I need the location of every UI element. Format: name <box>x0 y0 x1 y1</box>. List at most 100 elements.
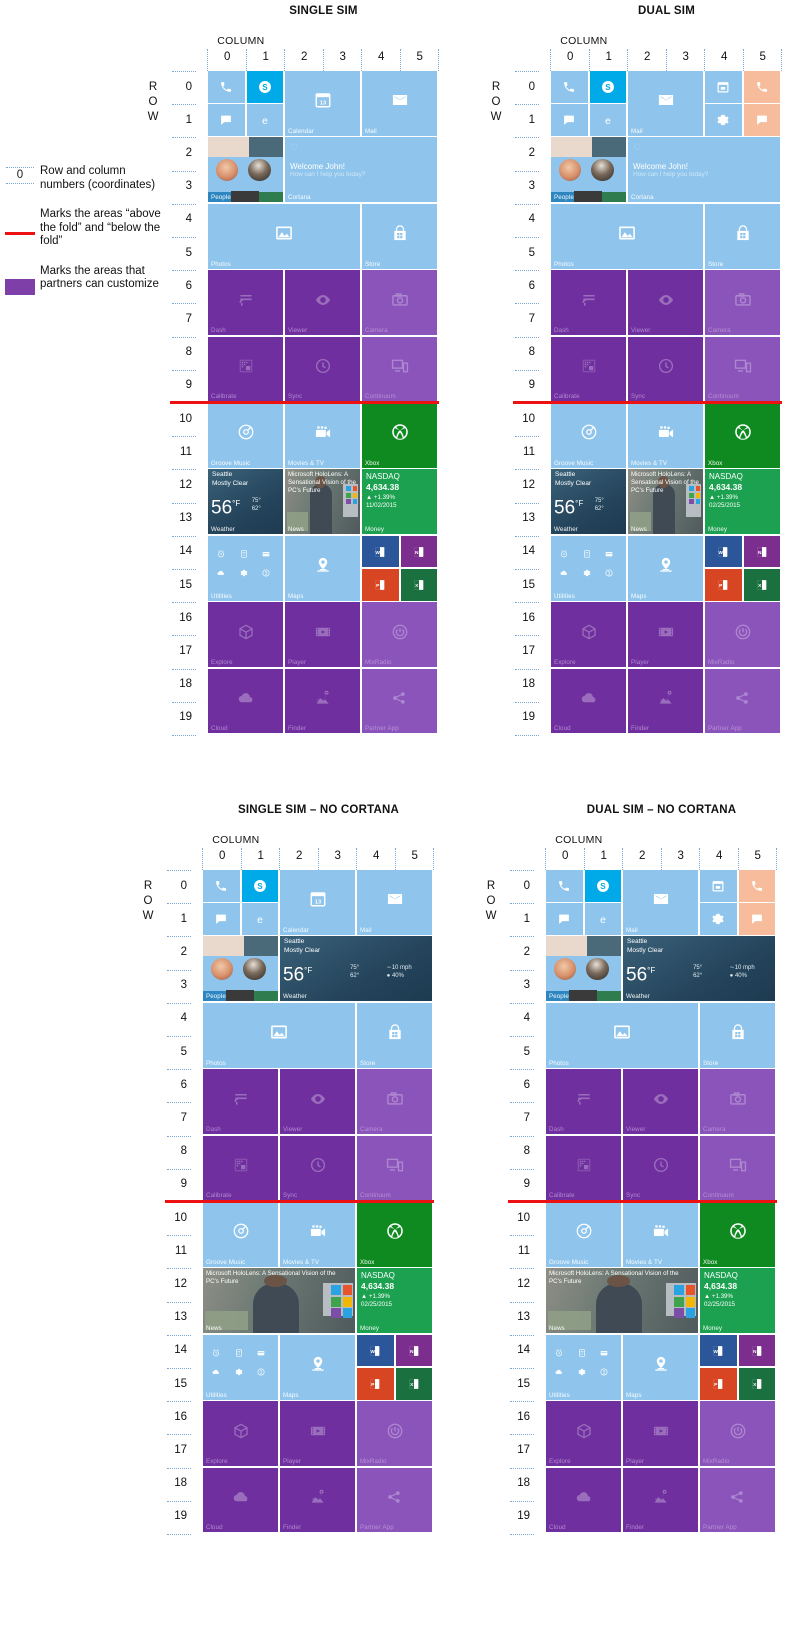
tile-utilities[interactable]: Utilities <box>203 1334 279 1400</box>
tile-store[interactable]: Store <box>357 1002 433 1068</box>
tile-weather[interactable]: Seattle Mostly Clear 56°F 75° 62° Weather <box>208 469 284 535</box>
tile-photos[interactable]: Photos <box>546 1002 699 1068</box>
tile-viewer[interactable]: Viewer <box>623 1069 699 1134</box>
tile-dash[interactable]: Dash <box>546 1069 622 1134</box>
tile-cortana[interactable]: Welcome John! How can I help you today? Co… <box>628 137 781 203</box>
tile-groove-music[interactable]: Groove Music <box>208 403 284 468</box>
tile-player[interactable]: Player <box>285 602 361 667</box>
tile-continuum[interactable]: Continuum <box>700 1135 776 1201</box>
tile-calendar[interactable] <box>700 870 737 902</box>
tile-finder[interactable]: Finder <box>628 668 704 734</box>
tile-onenote[interactable]: N <box>395 1334 433 1367</box>
tile-dash[interactable]: Dash <box>203 1069 279 1134</box>
tile-camera[interactable]: Camera <box>357 1069 433 1134</box>
tile-player[interactable]: Player <box>623 1401 699 1466</box>
tile-camera[interactable]: Camera <box>700 1069 776 1134</box>
tile-people[interactable]: People <box>208 137 284 203</box>
tile-money[interactable]: NASDAQ 4,634.38 ▲ +1.39% 11/02/2015 Money <box>362 469 438 535</box>
tile-explore[interactable]: Explore <box>203 1401 279 1466</box>
tile-player[interactable]: Player <box>628 602 704 667</box>
tile-news-wide[interactable]: Microsoft HoloLens: A Sensational Vision… <box>546 1268 699 1334</box>
tile-utilities[interactable]: Utilities <box>551 535 627 601</box>
tile-onenote[interactable]: N <box>400 535 438 568</box>
tile-edge[interactable]: e <box>241 903 279 935</box>
tile-money[interactable]: NASDAQ 4,634.38 ▲ +1.39% 02/25/2015 Money <box>705 469 781 535</box>
tile-xbox[interactable]: Xbox <box>705 403 781 468</box>
tile-skype[interactable]: S <box>589 71 627 103</box>
tile-people[interactable]: People <box>551 137 627 203</box>
tile-finder[interactable]: Finder <box>280 1467 356 1533</box>
tile-powerpoint[interactable]: P <box>705 569 742 601</box>
tile-onenote[interactable]: N <box>743 535 781 568</box>
tile-excel[interactable]: X <box>738 1368 776 1400</box>
tile-explore[interactable]: Explore <box>546 1401 622 1466</box>
tile-continuum[interactable]: Continuum <box>705 336 781 402</box>
tile-weather-wide[interactable]: Seattle Mostly Clear 56°F 75° 62° ∼10 mph ● 40… <box>623 936 776 1002</box>
tile-groove-music[interactable]: Groove Music <box>551 403 627 468</box>
tile-maps[interactable]: Maps <box>628 535 704 601</box>
tile-word[interactable]: W <box>705 535 742 568</box>
tile-store[interactable]: Store <box>700 1002 776 1068</box>
tile-word[interactable]: W <box>357 1334 394 1367</box>
tile-maps[interactable]: Maps <box>623 1334 699 1400</box>
tile-cloud[interactable]: Cloud <box>203 1467 279 1533</box>
tile-movies-tv[interactable]: Movies & TV <box>280 1202 356 1267</box>
tile-powerpoint[interactable]: P <box>357 1368 394 1400</box>
tile-dash[interactable]: Dash <box>208 270 284 335</box>
tile-utilities[interactable]: Utilities <box>546 1334 622 1400</box>
tile-mail[interactable]: Mail <box>623 870 699 935</box>
tile-mixradio[interactable]: MixRadio <box>362 602 438 667</box>
tile-mixradio[interactable]: MixRadio <box>705 602 781 667</box>
tile-phone-sim2[interactable] <box>738 870 776 902</box>
tile-cloud[interactable]: Cloud <box>551 668 627 734</box>
tile-skype[interactable]: S <box>584 870 622 902</box>
tile-explore[interactable]: Explore <box>208 602 284 667</box>
tile-cloud[interactable]: Cloud <box>546 1467 622 1533</box>
tile-powerpoint[interactable]: P <box>700 1368 737 1400</box>
tile-movies-tv[interactable]: Movies & TV <box>628 403 704 468</box>
tile-camera[interactable]: Camera <box>705 270 781 335</box>
tile-weather[interactable]: Seattle Mostly Clear 56°F 75° 62° Weather <box>551 469 627 535</box>
tile-xbox[interactable]: Xbox <box>362 403 438 468</box>
tile-phone[interactable] <box>208 71 245 103</box>
tile-calendar[interactable] <box>705 71 742 103</box>
tile-sync[interactable]: Sync <box>285 336 361 402</box>
tile-news[interactable]: Microsoft HoloLens: A Sensational Vision… <box>628 469 704 535</box>
tile-money[interactable]: NASDAQ 4,634.38 ▲ +1.39% 02/25/2015 Money <box>357 1268 433 1334</box>
tile-mail[interactable]: Mail <box>628 71 704 136</box>
tile-xbox[interactable]: Xbox <box>700 1202 776 1267</box>
tile-viewer[interactable]: Viewer <box>280 1069 356 1134</box>
tile-store[interactable]: Store <box>362 203 438 269</box>
tile-utilities[interactable]: Utilities <box>208 535 284 601</box>
tile-excel[interactable]: X <box>743 569 781 601</box>
tile-cortana[interactable]: Welcome John! How can I help you today? Co… <box>285 137 438 203</box>
tile-news[interactable]: Microsoft HoloLens: A Sensational Vision… <box>285 469 361 535</box>
tile-phone[interactable] <box>203 870 240 902</box>
tile-mail[interactable]: Mail <box>357 870 433 935</box>
tile-onenote[interactable]: N <box>738 1334 776 1367</box>
tile-messaging[interactable] <box>551 104 588 136</box>
tile-skype[interactable]: S <box>241 870 279 902</box>
tile-calibrate[interactable]: Calibrate <box>203 1135 279 1201</box>
tile-sync[interactable]: Sync <box>628 336 704 402</box>
tile-calendar[interactable]: 13 Calendar <box>285 71 361 136</box>
tile-messaging[interactable] <box>203 903 240 935</box>
tile-maps[interactable]: Maps <box>285 535 361 601</box>
tile-partner-app[interactable]: Partner App <box>362 668 438 734</box>
tile-messaging-sim2[interactable] <box>743 104 781 136</box>
tile-calendar[interactable]: 13 Calendar <box>280 870 356 935</box>
tile-sync[interactable]: Sync <box>623 1135 699 1201</box>
tile-continuum[interactable]: Continuum <box>357 1135 433 1201</box>
tile-skype[interactable]: S <box>246 71 284 103</box>
tile-calibrate[interactable]: Calibrate <box>208 336 284 402</box>
tile-edge[interactable]: e <box>584 903 622 935</box>
tile-groove-music[interactable]: Groove Music <box>203 1202 279 1267</box>
tile-viewer[interactable]: Viewer <box>628 270 704 335</box>
tile-phone[interactable] <box>546 870 583 902</box>
tile-partner-app[interactable]: Partner App <box>705 668 781 734</box>
tile-xbox[interactable]: Xbox <box>357 1202 433 1267</box>
tile-photos[interactable]: Photos <box>208 203 361 269</box>
tile-mixradio[interactable]: MixRadio <box>357 1401 433 1466</box>
tile-photos[interactable]: Photos <box>203 1002 356 1068</box>
tile-calibrate[interactable]: Calibrate <box>546 1135 622 1201</box>
